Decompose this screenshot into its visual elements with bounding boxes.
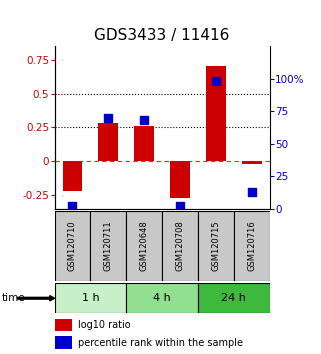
Text: GSM120711: GSM120711 bbox=[104, 221, 113, 272]
Text: GSM120708: GSM120708 bbox=[176, 221, 185, 272]
Text: percentile rank within the sample: percentile rank within the sample bbox=[78, 338, 243, 348]
Bar bbox=[162, 211, 198, 281]
Bar bbox=[134, 126, 154, 161]
Point bbox=[70, 204, 75, 209]
Text: time: time bbox=[2, 293, 25, 303]
Bar bbox=[91, 211, 126, 281]
Bar bbox=[126, 211, 162, 281]
Bar bbox=[55, 283, 126, 313]
Text: log10 ratio: log10 ratio bbox=[78, 320, 131, 330]
Bar bbox=[198, 211, 234, 281]
Point bbox=[249, 189, 254, 195]
Text: GSM120710: GSM120710 bbox=[68, 221, 77, 272]
Text: 4 h: 4 h bbox=[153, 293, 171, 303]
Text: GSM120715: GSM120715 bbox=[211, 221, 221, 272]
Text: 1 h: 1 h bbox=[82, 293, 99, 303]
Text: 24 h: 24 h bbox=[221, 293, 246, 303]
Bar bbox=[170, 161, 190, 198]
Bar bbox=[234, 211, 270, 281]
Bar bbox=[126, 283, 198, 313]
Point bbox=[178, 204, 183, 209]
Bar bbox=[55, 319, 72, 331]
Bar bbox=[55, 336, 72, 349]
Point bbox=[142, 118, 147, 123]
Bar bbox=[63, 161, 82, 191]
Point bbox=[106, 115, 111, 120]
Text: GSM120648: GSM120648 bbox=[140, 221, 149, 272]
Bar bbox=[198, 283, 270, 313]
Text: GSM120716: GSM120716 bbox=[247, 221, 256, 272]
Bar bbox=[242, 161, 262, 164]
Point bbox=[213, 78, 218, 84]
Bar bbox=[55, 211, 91, 281]
Bar bbox=[206, 67, 226, 161]
Title: GDS3433 / 11416: GDS3433 / 11416 bbox=[94, 28, 230, 44]
Bar bbox=[99, 123, 118, 161]
